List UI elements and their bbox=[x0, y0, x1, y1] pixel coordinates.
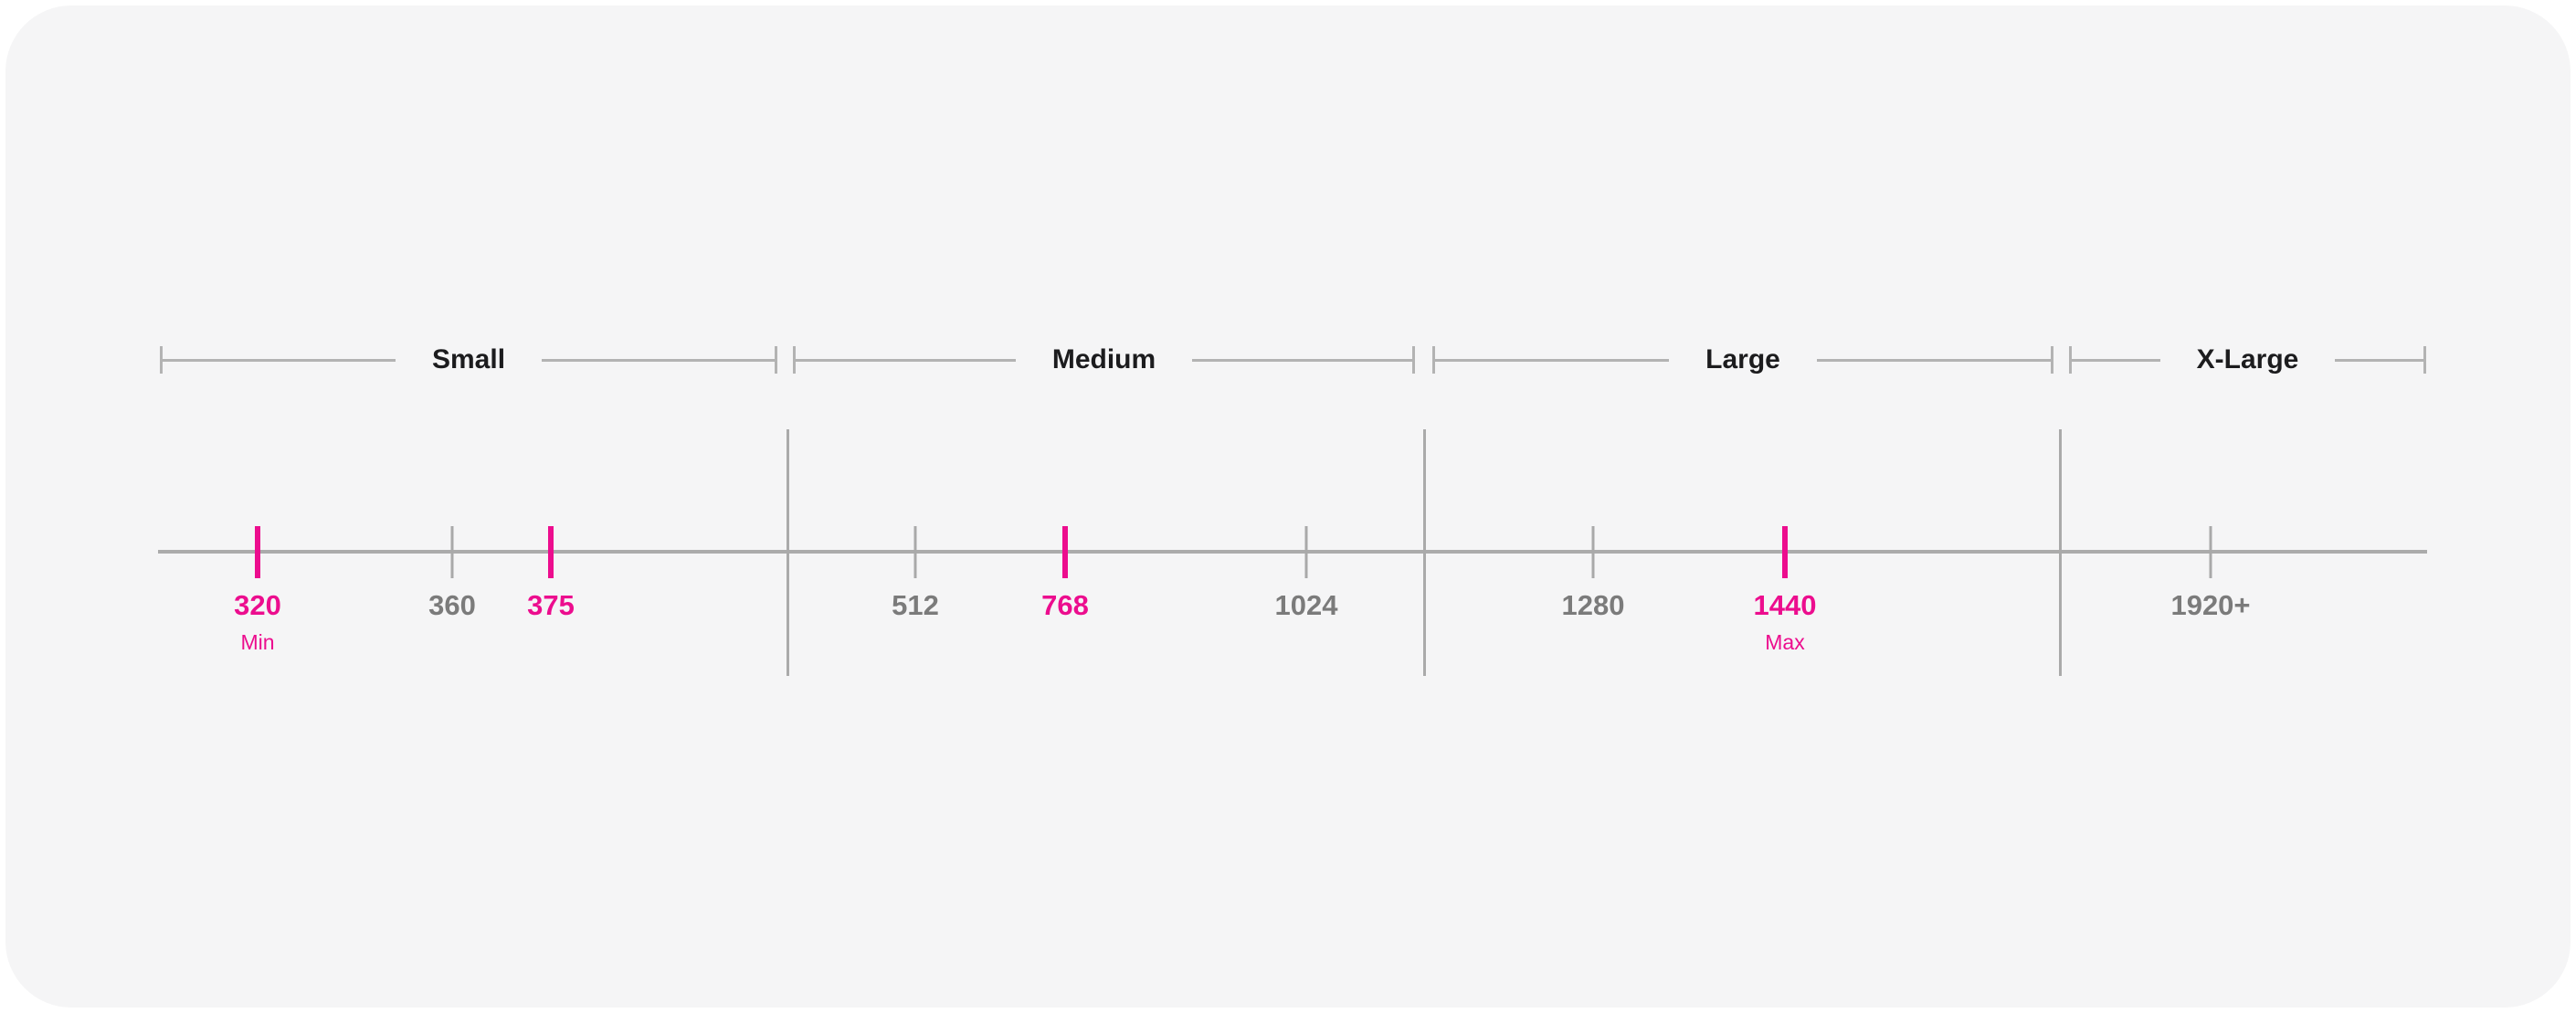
breakpoint-tick bbox=[2209, 526, 2212, 578]
bracket-endcap bbox=[2069, 346, 2072, 374]
breakpoint-value: 1920+ bbox=[2170, 589, 2251, 621]
breakpoint-value: 360 bbox=[428, 589, 476, 621]
bracket-endcap bbox=[775, 346, 778, 374]
bracket-line bbox=[542, 358, 776, 362]
bracket-line bbox=[796, 358, 1016, 362]
size-bracket-label: X-Large bbox=[2196, 344, 2299, 375]
size-bracket-label: Medium bbox=[1051, 344, 1156, 375]
breakpoint-value: 320 bbox=[234, 589, 281, 621]
bracket-line bbox=[2072, 358, 2160, 362]
breakpoint-value: 1440 bbox=[1753, 589, 1817, 621]
bracket-line bbox=[2335, 358, 2424, 362]
size-bracket: Medium bbox=[793, 344, 1415, 375]
breakpoint-tick bbox=[450, 526, 454, 578]
bracket-endcap bbox=[1432, 346, 1435, 374]
size-bracket: Small bbox=[160, 344, 778, 375]
breakpoint-tick bbox=[913, 526, 917, 578]
breakpoint-note: Max bbox=[1765, 630, 1805, 654]
category-divider bbox=[1422, 429, 1426, 676]
bracket-endcap bbox=[793, 346, 796, 374]
bracket-endcap bbox=[2423, 346, 2427, 374]
bracket-line bbox=[1435, 358, 1670, 362]
breakpoint-tick bbox=[1304, 526, 1308, 578]
breakpoint-value: 375 bbox=[527, 589, 575, 621]
breakpoint-tick bbox=[1062, 526, 1068, 578]
breakpoints-card: Small Medium Large X-Large 320 Min 360 375 512 76… bbox=[5, 5, 2571, 1008]
size-bracket: Large bbox=[1432, 344, 2054, 375]
category-divider bbox=[786, 429, 789, 676]
bracket-line bbox=[1192, 358, 1412, 362]
bracket-line bbox=[163, 358, 396, 362]
category-divider bbox=[2058, 429, 2062, 676]
bracket-endcap bbox=[1412, 346, 1415, 374]
breakpoint-tick bbox=[255, 526, 260, 578]
size-bracket: X-Large bbox=[2069, 344, 2427, 375]
breakpoint-tick bbox=[1591, 526, 1595, 578]
breakpoint-tick bbox=[548, 526, 554, 578]
breakpoint-tick bbox=[1782, 526, 1788, 578]
bracket-endcap bbox=[2051, 346, 2054, 374]
breakpoint-value: 768 bbox=[1041, 589, 1089, 621]
size-bracket-label: Large bbox=[1705, 344, 1780, 375]
bracket-endcap bbox=[160, 346, 163, 374]
breakpoint-value: 512 bbox=[892, 589, 939, 621]
breakpoint-note: Min bbox=[240, 630, 275, 654]
bracket-line bbox=[1816, 358, 2052, 362]
breakpoint-value: 1024 bbox=[1274, 589, 1338, 621]
size-bracket-label: Small bbox=[431, 344, 506, 375]
ruler-axis bbox=[158, 550, 2427, 554]
breakpoint-value: 1280 bbox=[1561, 589, 1625, 621]
